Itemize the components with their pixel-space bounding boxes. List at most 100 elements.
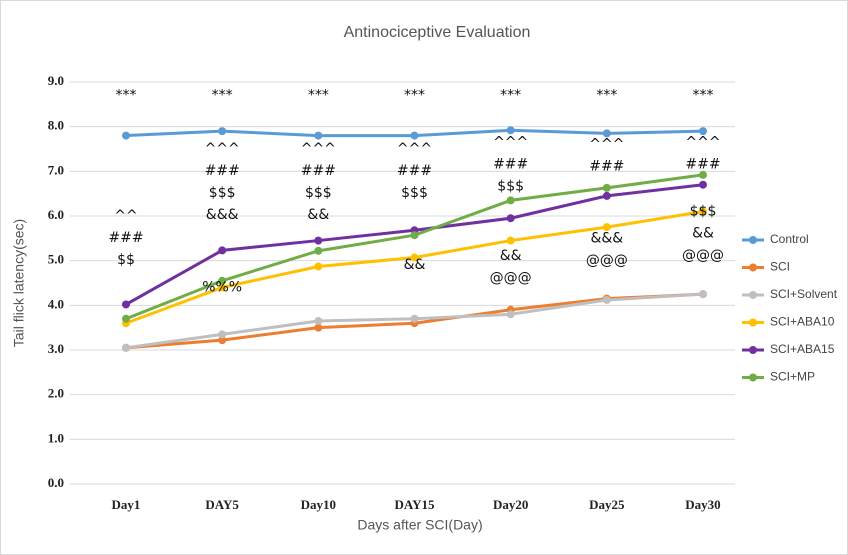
annotation: $$$ xyxy=(690,204,717,220)
annotation: $$$ xyxy=(497,178,524,194)
x-tick-label: Day20 xyxy=(493,497,528,512)
data-point xyxy=(602,129,611,138)
y-axis-label: Tail flick latency(sec) xyxy=(11,219,27,347)
data-point xyxy=(602,295,611,304)
legend-marker xyxy=(749,263,757,272)
chart-title: Antinociceptive Evaluation xyxy=(344,24,531,41)
data-point xyxy=(218,246,227,255)
annotation: ### xyxy=(685,156,720,172)
data-point xyxy=(122,300,130,309)
data-point xyxy=(314,236,323,245)
annotation: *** xyxy=(404,87,425,103)
data-point xyxy=(314,131,323,140)
annotation: ### xyxy=(397,163,432,179)
data-point xyxy=(410,314,419,323)
legend-label: Control xyxy=(770,232,809,246)
annotation: %%% xyxy=(202,279,242,295)
legend-label: SCI+Solvent xyxy=(770,287,838,301)
y-tick-label: 7.0 xyxy=(48,162,64,177)
legend-label: SCI xyxy=(770,260,790,274)
annotation: && xyxy=(307,207,329,223)
y-tick-label: 9.0 xyxy=(48,73,64,88)
annotation: @@@ xyxy=(586,252,628,268)
data-point xyxy=(602,191,611,200)
x-tick-label: Day25 xyxy=(589,497,625,512)
y-tick-label: 2.0 xyxy=(48,386,64,401)
annotation: $$$ xyxy=(401,185,428,201)
annotation: ### xyxy=(589,159,624,175)
x-tick-label: DAY15 xyxy=(395,497,435,512)
legend-marker xyxy=(749,346,757,354)
data-point xyxy=(506,126,515,135)
legend-label: SCI+ABA10 xyxy=(770,315,835,329)
data-point xyxy=(602,183,611,192)
data-point xyxy=(410,231,419,240)
data-point xyxy=(218,336,227,345)
annotation: $$ xyxy=(117,252,135,268)
annotation: ^^^ xyxy=(205,141,240,157)
y-tick-label: 5.0 xyxy=(48,252,64,267)
data-point xyxy=(218,330,227,339)
annotation: *** xyxy=(693,87,714,103)
annotation: @@@ xyxy=(682,248,724,264)
annotation: && xyxy=(404,257,426,273)
legend-label: SCI+MP xyxy=(770,370,815,384)
annotation: ### xyxy=(493,156,528,172)
y-tick-label: 1.0 xyxy=(48,430,64,445)
annotation: ^^^ xyxy=(301,141,336,157)
y-tick-label: 4.0 xyxy=(48,296,64,311)
data-point xyxy=(410,253,419,262)
data-point xyxy=(218,283,227,292)
data-point xyxy=(314,246,323,255)
data-point xyxy=(506,310,515,319)
data-point xyxy=(218,127,227,136)
data-point xyxy=(699,170,707,179)
data-point xyxy=(122,131,130,140)
legend-marker xyxy=(749,373,757,382)
annotation: *** xyxy=(308,87,329,103)
annotation: *** xyxy=(596,87,617,103)
legend-label: SCI+ABA15 xyxy=(770,342,835,356)
annotation: ^^^ xyxy=(397,141,432,157)
annotation: && xyxy=(500,248,522,264)
x-tick-label: Day10 xyxy=(301,497,336,512)
annotation: *** xyxy=(116,87,137,103)
annotation: && xyxy=(692,226,714,242)
annotation: *** xyxy=(212,87,233,103)
y-tick-label: 0.0 xyxy=(48,475,64,490)
data-point xyxy=(314,262,323,271)
legend-marker xyxy=(749,291,757,299)
annotation: &&& xyxy=(206,207,239,223)
y-tick-label: 6.0 xyxy=(48,207,64,222)
data-point xyxy=(506,196,515,205)
annotation: $$$ xyxy=(209,185,236,201)
data-point xyxy=(699,290,707,299)
annotation: ^^ xyxy=(114,208,137,224)
data-point xyxy=(506,214,515,223)
annotation: *** xyxy=(500,87,521,103)
annotation: ^^^ xyxy=(685,134,720,150)
annotation: @@@ xyxy=(490,270,532,286)
x-axis-label: Days after SCI(Day) xyxy=(357,517,482,533)
annotation: ^^^ xyxy=(589,137,624,153)
data-point xyxy=(410,131,419,140)
data-point xyxy=(506,236,515,245)
data-point xyxy=(699,180,707,189)
legend-marker xyxy=(749,236,757,244)
annotation: ### xyxy=(108,230,143,246)
annotation: ^^^ xyxy=(493,134,528,150)
y-tick-label: 3.0 xyxy=(48,341,64,356)
data-point xyxy=(122,314,130,323)
annotation: $$$ xyxy=(305,185,332,201)
data-point xyxy=(314,316,323,325)
annotation: ### xyxy=(301,163,336,179)
data-point xyxy=(314,323,323,332)
data-point xyxy=(602,223,611,232)
x-tick-label: Day1 xyxy=(112,497,141,512)
annotation: ### xyxy=(205,163,240,179)
x-tick-label: DAY5 xyxy=(205,497,239,512)
data-point xyxy=(218,276,227,285)
legend-marker xyxy=(749,318,757,327)
